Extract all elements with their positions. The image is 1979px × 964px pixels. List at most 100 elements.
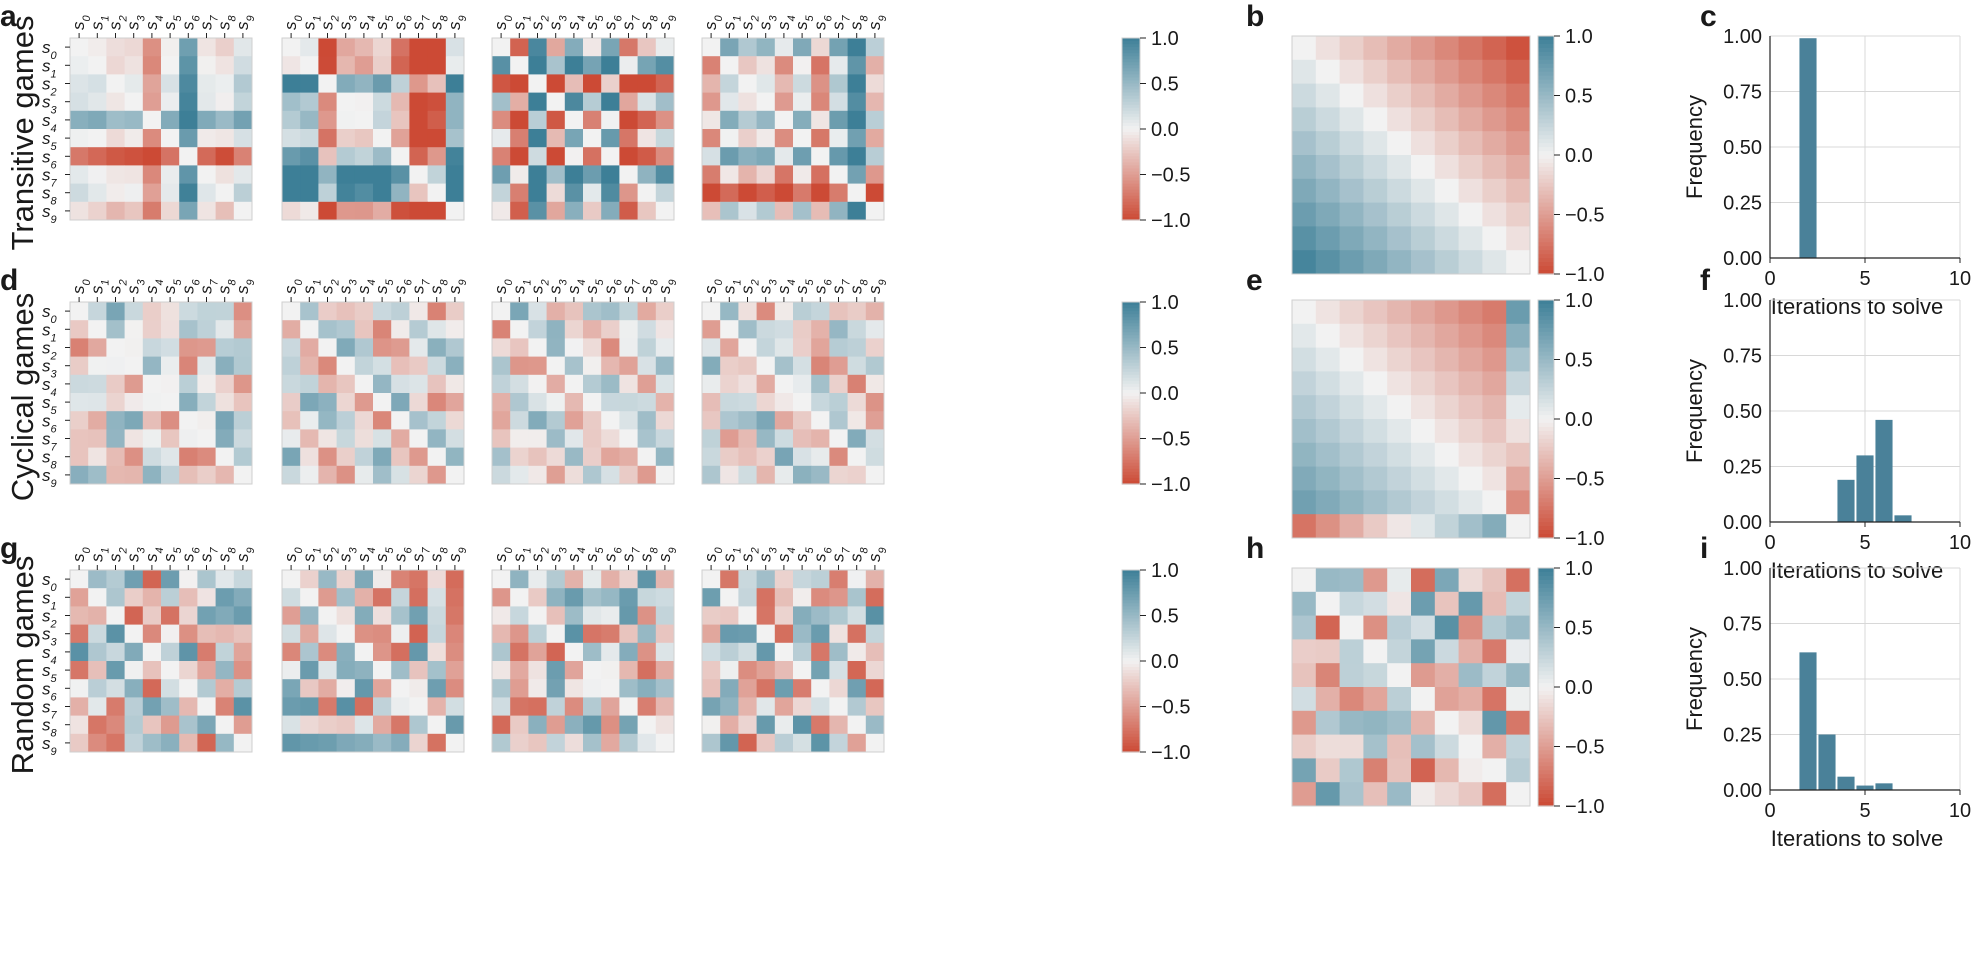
colorbar-segment xyxy=(1538,690,1554,696)
colorbar-tick-label: 0.5 xyxy=(1151,606,1179,628)
colorbar-segment xyxy=(1122,174,1140,179)
heatmap-cell xyxy=(793,393,812,412)
x-tick-label: 5 xyxy=(1859,532,1870,554)
heatmap-cell xyxy=(528,338,547,357)
heatmap-cell xyxy=(161,56,180,75)
heatmap-cell xyxy=(1363,514,1388,539)
column-label: s1 xyxy=(299,279,323,294)
heatmap-cell xyxy=(88,320,107,339)
histogram-bar xyxy=(1799,38,1817,258)
heatmap-cell xyxy=(811,110,830,130)
heatmap-cell xyxy=(373,165,392,184)
colorbar-tick-label: −1.0 xyxy=(1151,210,1190,232)
heatmap-cell xyxy=(774,733,794,753)
heatmap-cell xyxy=(1434,202,1459,227)
heatmap-cell xyxy=(492,642,511,662)
heatmap-cell xyxy=(409,411,428,430)
colorbar-segment xyxy=(1538,300,1554,305)
heatmap-cell xyxy=(179,447,198,467)
heatmap-cell xyxy=(1315,639,1340,664)
colorbar-segment xyxy=(1122,180,1140,185)
heatmap-cell xyxy=(583,129,602,148)
heatmap-cell xyxy=(1434,250,1459,275)
heatmap-cell xyxy=(1315,300,1340,325)
heatmap-cell xyxy=(865,697,885,716)
heatmap-cell xyxy=(161,320,180,339)
colorbar-segment xyxy=(1538,407,1554,412)
heatmap-cell xyxy=(655,92,675,112)
heatmap-cell xyxy=(70,715,89,735)
heatmap-cell xyxy=(1339,395,1364,420)
heatmap-cell xyxy=(142,588,162,607)
heatmap-cell xyxy=(282,465,301,485)
heatmap-cell xyxy=(318,165,337,184)
colorbar-segment xyxy=(1122,688,1140,692)
heatmap-cell xyxy=(124,356,144,376)
colorbar-segment xyxy=(1122,186,1140,191)
heatmap-cell xyxy=(655,147,675,166)
heatmap-cell xyxy=(510,429,529,448)
colorbar-segment xyxy=(1538,498,1554,503)
heatmap-cell xyxy=(391,715,410,735)
column-label: s9 xyxy=(865,15,889,30)
colorbar-segment xyxy=(1538,162,1554,168)
heatmap-cell xyxy=(1434,419,1459,444)
heatmap-cell xyxy=(655,183,675,203)
column-label: s8 xyxy=(847,547,871,563)
heatmap-cell xyxy=(564,447,584,467)
heatmap-cell xyxy=(300,447,319,467)
heatmap-cell xyxy=(336,183,356,203)
heatmap-cell xyxy=(492,183,511,203)
colorbar-segment xyxy=(1122,207,1140,212)
heatmap-cell xyxy=(738,661,757,680)
heatmap-cell xyxy=(300,183,319,203)
colorbar-segment xyxy=(1538,242,1554,247)
heatmap-cell xyxy=(233,697,253,716)
heatmap-cell xyxy=(510,588,529,607)
heatmap-cell xyxy=(738,320,757,339)
heatmap-cell xyxy=(619,92,638,112)
colorbar-segment xyxy=(1122,477,1140,482)
column-label: s8 xyxy=(215,15,239,31)
colorbar-segment xyxy=(1122,633,1140,638)
heatmap-cell xyxy=(865,338,885,357)
heatmap-cell xyxy=(811,165,830,184)
heatmap-cell xyxy=(1482,782,1507,807)
heatmap-cell xyxy=(106,302,125,321)
heatmap-cell xyxy=(829,110,848,130)
heatmap-cell xyxy=(300,642,319,662)
colorbar-segment xyxy=(1122,685,1140,689)
x-tick-label: 5 xyxy=(1859,800,1870,822)
heatmap-cell xyxy=(282,447,301,467)
heatmap-cell xyxy=(354,411,374,430)
heatmap-cell xyxy=(510,165,529,184)
heatmap-cell xyxy=(1411,323,1436,348)
colorbar-segment xyxy=(1538,359,1554,365)
heatmap-cell xyxy=(601,588,620,607)
heatmap-cell xyxy=(391,411,410,430)
heatmap-cell xyxy=(88,661,107,680)
heatmap-cell xyxy=(1363,155,1388,180)
colorbar-segment xyxy=(1122,195,1140,200)
column-label: s2 xyxy=(106,547,130,562)
heatmap-cell xyxy=(1458,395,1483,420)
heatmap-cell xyxy=(1411,226,1436,251)
colorbar-segment xyxy=(1538,671,1554,676)
heatmap-cell xyxy=(318,429,337,448)
heatmap-cell xyxy=(619,183,638,203)
heatmap-cell xyxy=(391,110,410,130)
heatmap-cell xyxy=(336,129,356,148)
row-label: s4 xyxy=(42,111,57,135)
heatmap-cell xyxy=(1315,758,1340,783)
heatmap-cell xyxy=(1482,442,1507,467)
colorbar-segment xyxy=(1538,635,1554,640)
heatmap-cell xyxy=(1434,178,1459,203)
column-label: s8 xyxy=(847,279,871,295)
colorbar-tick-label: −1.0 xyxy=(1151,742,1190,764)
heatmap-cell xyxy=(492,110,511,130)
colorbar-segment xyxy=(1538,698,1554,704)
heatmap-cell xyxy=(197,38,216,57)
heatmap-cell xyxy=(601,165,620,184)
column-label: s7 xyxy=(829,15,853,31)
